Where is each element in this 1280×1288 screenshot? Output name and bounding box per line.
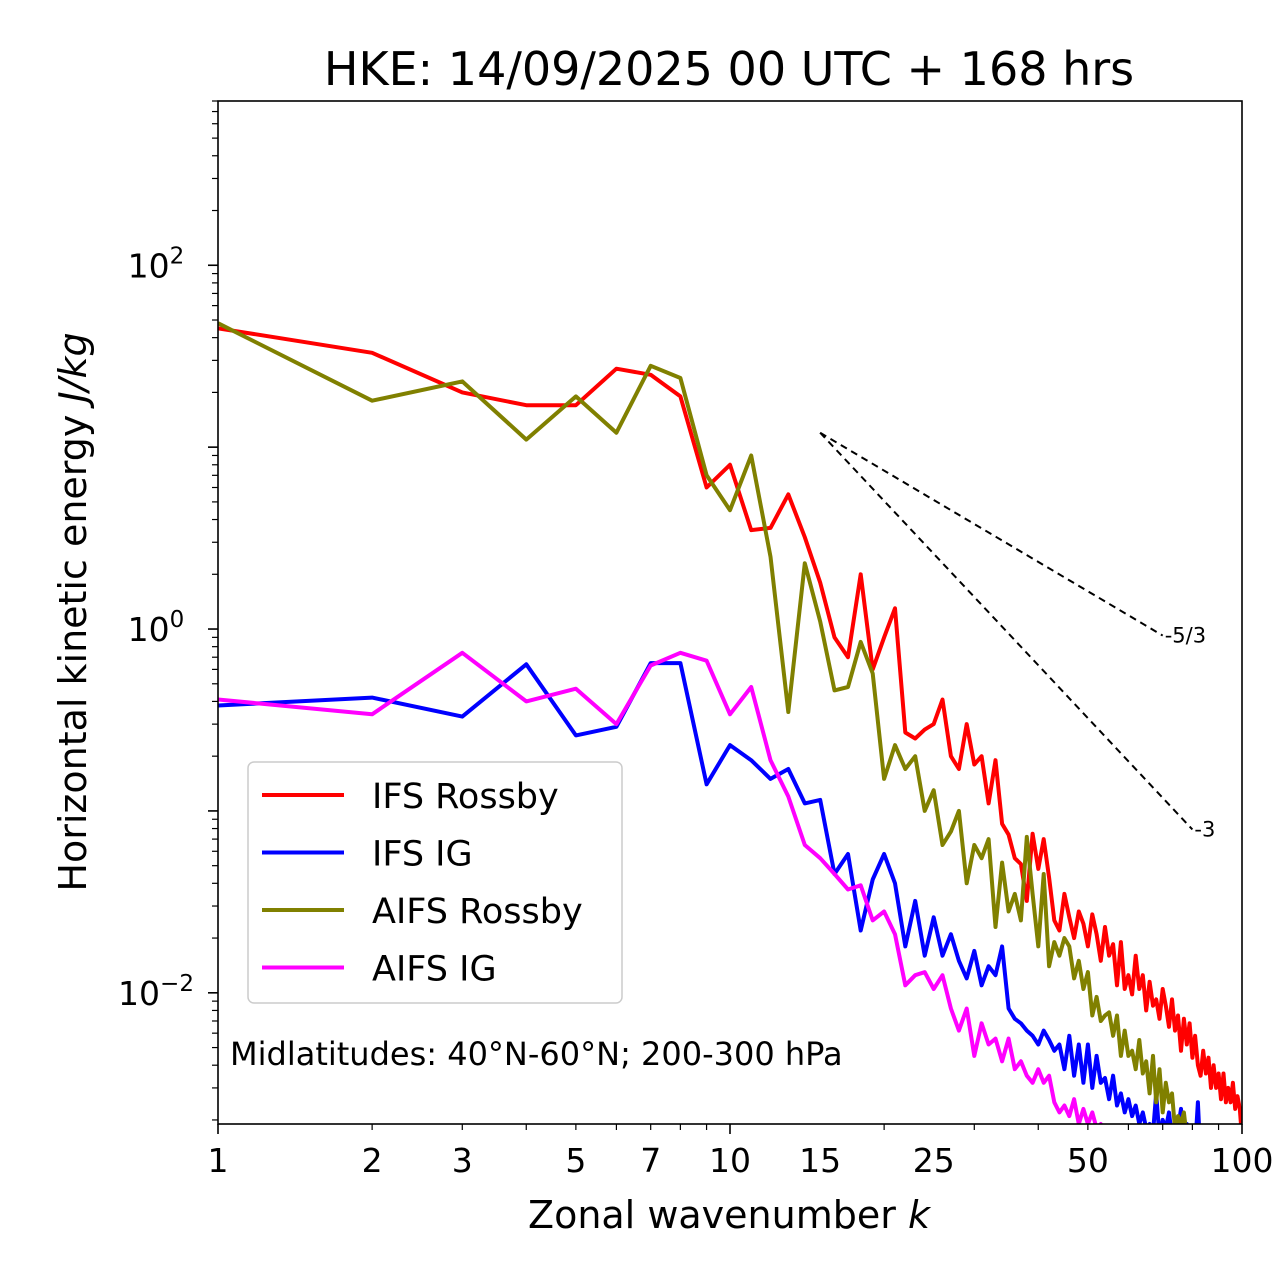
reference-slope-label: -3	[1194, 817, 1215, 841]
reference-slope-lines	[819, 431, 1194, 831]
x-tick-label: 50	[1067, 1141, 1109, 1180]
y-tick-label: 10−2	[118, 971, 194, 1013]
reference-slope-label: -5/3	[1165, 624, 1206, 648]
x-tick-label: 15	[799, 1141, 841, 1180]
y-tick-label: 100	[128, 607, 185, 649]
legend-box	[247, 761, 623, 1004]
series-line	[218, 661, 1201, 1124]
reference-slope-line	[819, 432, 1194, 831]
legend-label: AIFS IG	[372, 950, 497, 990]
series-lines	[218, 321, 1242, 1124]
y-axis-ticks: 102 100 10−2	[118, 100, 218, 1121]
chart-title: HKE: 14/09/2025 00 UTC + 168 hrs	[324, 42, 1134, 96]
x-tick-label: 7	[640, 1141, 661, 1180]
y-tick-label: 102	[128, 243, 185, 285]
x-tick-label: 2	[362, 1141, 383, 1180]
x-tick-label: 100	[1211, 1141, 1274, 1180]
reference-slope-line	[819, 431, 1164, 637]
legend: IFS Rossby IFS IG AIFS Rossby AIFS IG	[247, 761, 623, 1004]
legend-label: AIFS Rossby	[372, 892, 583, 932]
series-line	[218, 321, 1188, 1124]
series-line	[218, 650, 1104, 1124]
x-tick-label: 25	[913, 1141, 955, 1180]
x-tick-label: 1	[208, 1141, 229, 1180]
legend-label: IFS IG	[372, 835, 473, 875]
legend-label: IFS Rossby	[372, 777, 559, 817]
region-annotation: Midlatitudes: 40°N-60°N; 200-300 hPa	[230, 1035, 843, 1073]
x-axis-label: Zonal wavenumber k	[528, 1193, 932, 1237]
x-tick-label: 3	[452, 1141, 473, 1180]
x-tick-label: 10	[709, 1141, 751, 1180]
y-axis-label: Horizontal kinetic energy J/kg	[51, 332, 95, 891]
x-axis-ticks: 1 2 3 5 7 10 15 25 50 100	[208, 1124, 1274, 1180]
series-line	[218, 326, 1242, 1124]
reference-slope-labels: -5/3 -3	[1165, 624, 1216, 842]
x-tick-label: 5	[565, 1141, 586, 1180]
